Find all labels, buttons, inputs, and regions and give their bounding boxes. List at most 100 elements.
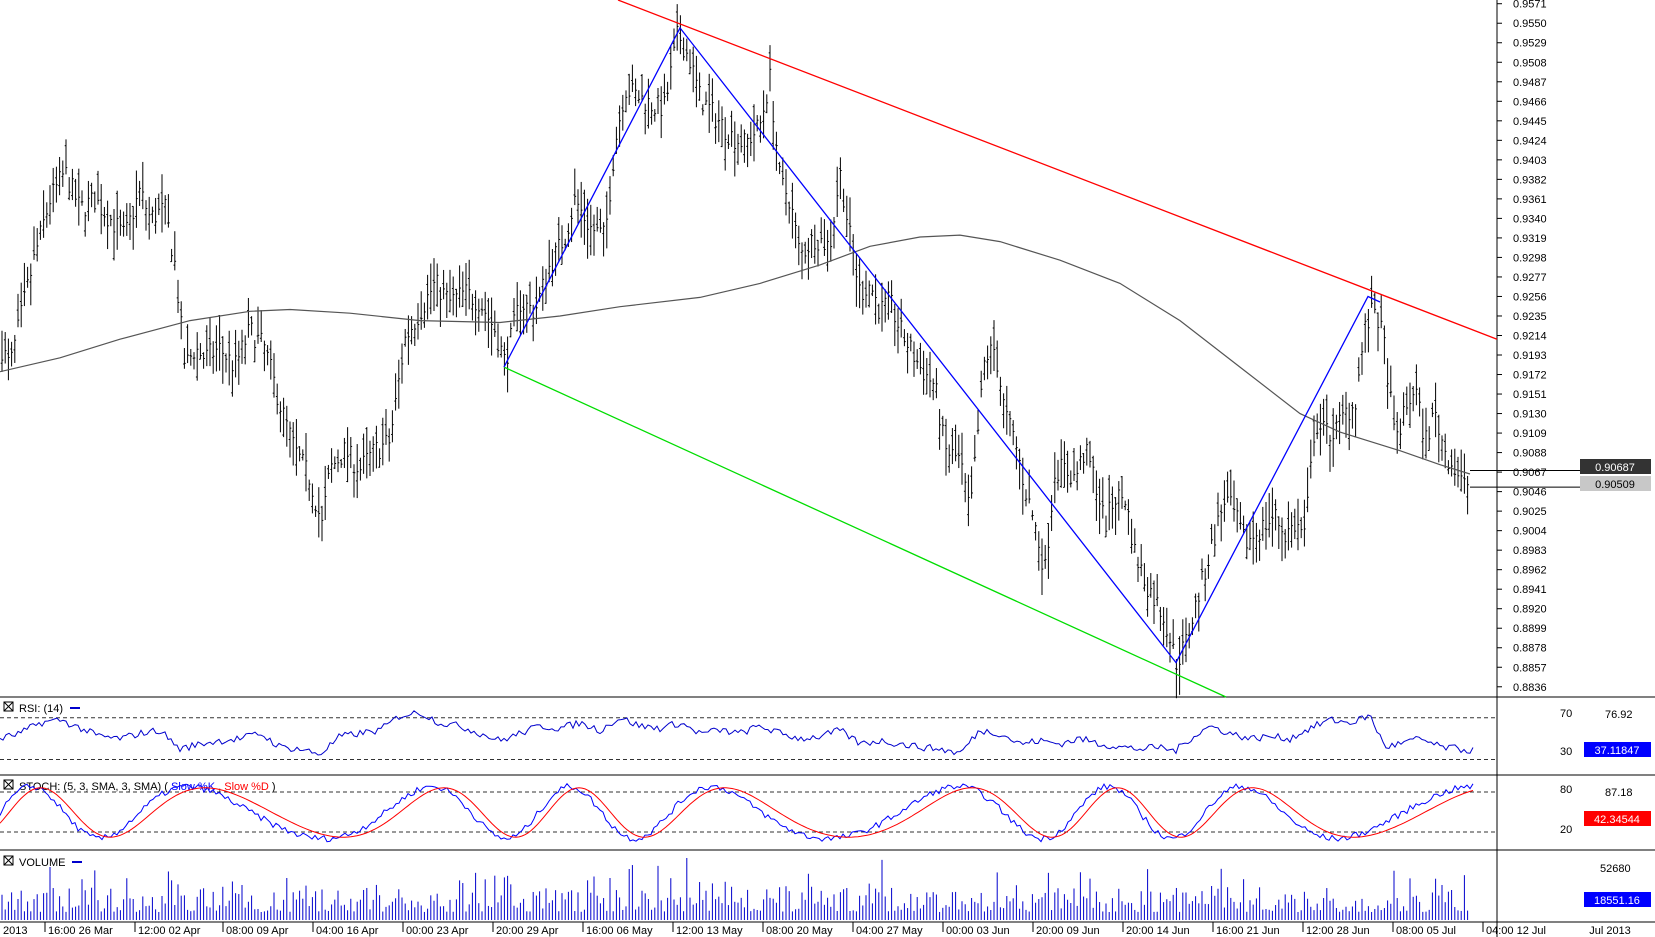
resistance-trendline[interactable] (617, 0, 1498, 340)
ohlc-bar (448, 269, 452, 313)
volume-panel[interactable]: VOLUME 52680 18551.16 (1, 855, 1651, 920)
ohlc-bar (477, 298, 481, 332)
stoch-panel[interactable]: STOCH: (5, 3, SMA, 3, SMA) ( Slow %K , S… (0, 779, 1651, 843)
ohlc-bar (1175, 659, 1178, 699)
ohlc-bar (608, 176, 612, 215)
ohlc-bar (1031, 510, 1034, 521)
ohlc-bar (320, 505, 324, 542)
ohlc-bar (1347, 402, 1351, 451)
ohlc-bar (378, 448, 381, 468)
ohlc-bar (547, 239, 551, 283)
ohlc-bar (1341, 394, 1345, 425)
ohlc-bar (647, 78, 650, 129)
ohlc-bar (275, 383, 279, 415)
volume-close-icon[interactable] (3, 855, 14, 866)
ohlc-bar (1059, 439, 1063, 488)
ohlc-bar (509, 322, 513, 338)
ohlc-bar (685, 38, 689, 62)
rsi-top-tick: 76.92 (1605, 709, 1633, 721)
ohlc-bar (1351, 402, 1354, 429)
price-tick-label: 0.9025 (1513, 506, 1547, 518)
ohlc-bar (365, 427, 369, 479)
rsi-panel[interactable]: RSI: (14) 70 30 76.92 37.11847 (0, 701, 1651, 761)
ohlc-bar (339, 458, 343, 468)
ohlc-bar (903, 329, 906, 347)
ohlc-bar (125, 203, 129, 236)
ohlc-bar (1328, 434, 1332, 472)
ohlc-bar (992, 320, 996, 372)
ohlc-bar (170, 248, 173, 263)
ohlc-bar (173, 231, 177, 271)
support-trendline[interactable] (503, 366, 1227, 698)
ohlc-bar (1242, 515, 1245, 534)
ohlc-bar (1450, 449, 1453, 477)
price-tick-label: 0.9151 (1513, 389, 1547, 401)
ohlc-bar (1437, 414, 1441, 463)
ohlc-bar (762, 90, 765, 139)
ohlc-bar (707, 73, 711, 133)
ohlc-bar (592, 214, 596, 256)
ohlc-bar (250, 316, 253, 336)
ohlc-bar (29, 263, 33, 306)
ohlc-bar (1344, 391, 1348, 438)
price-tick-label: 0.8962 (1513, 565, 1547, 577)
ohlc-bar (579, 181, 583, 238)
ohlc-bar (573, 168, 577, 206)
ohlc-bar (522, 294, 525, 335)
ohlc-bar (208, 317, 212, 367)
ohlc-bar (711, 78, 714, 122)
ohlc-bar (1331, 408, 1335, 467)
ohlc-bar (599, 208, 602, 233)
ohlc-bar (999, 376, 1002, 406)
ohlc-bar (1075, 461, 1079, 491)
ohlc-bar (80, 190, 84, 206)
price-tick-label: 0.9466 (1513, 96, 1547, 108)
ohlc-bar (1466, 475, 1469, 515)
ohlc-bar (595, 206, 599, 232)
ohlc-bar (679, 15, 682, 55)
ohlc-bar (247, 297, 250, 338)
ohlc-bar (295, 419, 298, 476)
rsi-value-badge (1584, 742, 1651, 757)
ohlc-bar (1418, 387, 1421, 417)
price-tick-label: 0.9067 (1513, 467, 1547, 479)
ohlc-bar (439, 287, 442, 327)
ohlc-bar (291, 422, 295, 466)
time-tick-label: 16:00 06 May (586, 925, 653, 937)
ohlc-bar (1315, 413, 1319, 440)
ohlc-bar (35, 228, 39, 262)
ohlc-bar (237, 340, 241, 385)
ohlc-bar (1066, 450, 1069, 493)
volume-top-tick: 52680 (1600, 863, 1631, 875)
ohlc-bar (109, 214, 113, 227)
ohlc-bar (151, 206, 154, 224)
ohlc-bar (163, 195, 167, 225)
ohlc-bar (797, 225, 801, 266)
ohlc-bar (618, 105, 621, 147)
price-panel[interactable]: 0.9571 0.9550 0.9529 0.9508 0.9487 0.9466 0.94… (0, 0, 1651, 699)
ohlc-bar (842, 188, 845, 213)
ohlc-bar (317, 487, 321, 538)
ohlc-bar (771, 100, 775, 150)
ohlc-bar (650, 102, 653, 125)
rsi-close-icon[interactable] (3, 701, 14, 712)
zigzag-line[interactable] (503, 26, 1381, 664)
stoch-k-label: Slow %K (171, 781, 216, 793)
ohlc-bar (272, 353, 276, 398)
ohlc-bar (195, 332, 199, 381)
ohlc-bar (1149, 573, 1153, 598)
ohlc-bar (858, 258, 861, 309)
ohlc-bar (816, 239, 820, 267)
ohlc-bar (112, 209, 116, 261)
ohlc-bar (765, 94, 769, 114)
ohlc-bar (813, 224, 817, 264)
time-tick-label: 04:00 16 Apr (316, 925, 379, 937)
price-tick-label: 0.9214 (1513, 330, 1547, 342)
ohlc-bar (211, 341, 215, 374)
stoch-close-icon[interactable] (3, 779, 14, 790)
ohlc-bar (314, 505, 317, 517)
ohlc-bar (800, 242, 804, 280)
ohlc-bar (67, 177, 71, 201)
